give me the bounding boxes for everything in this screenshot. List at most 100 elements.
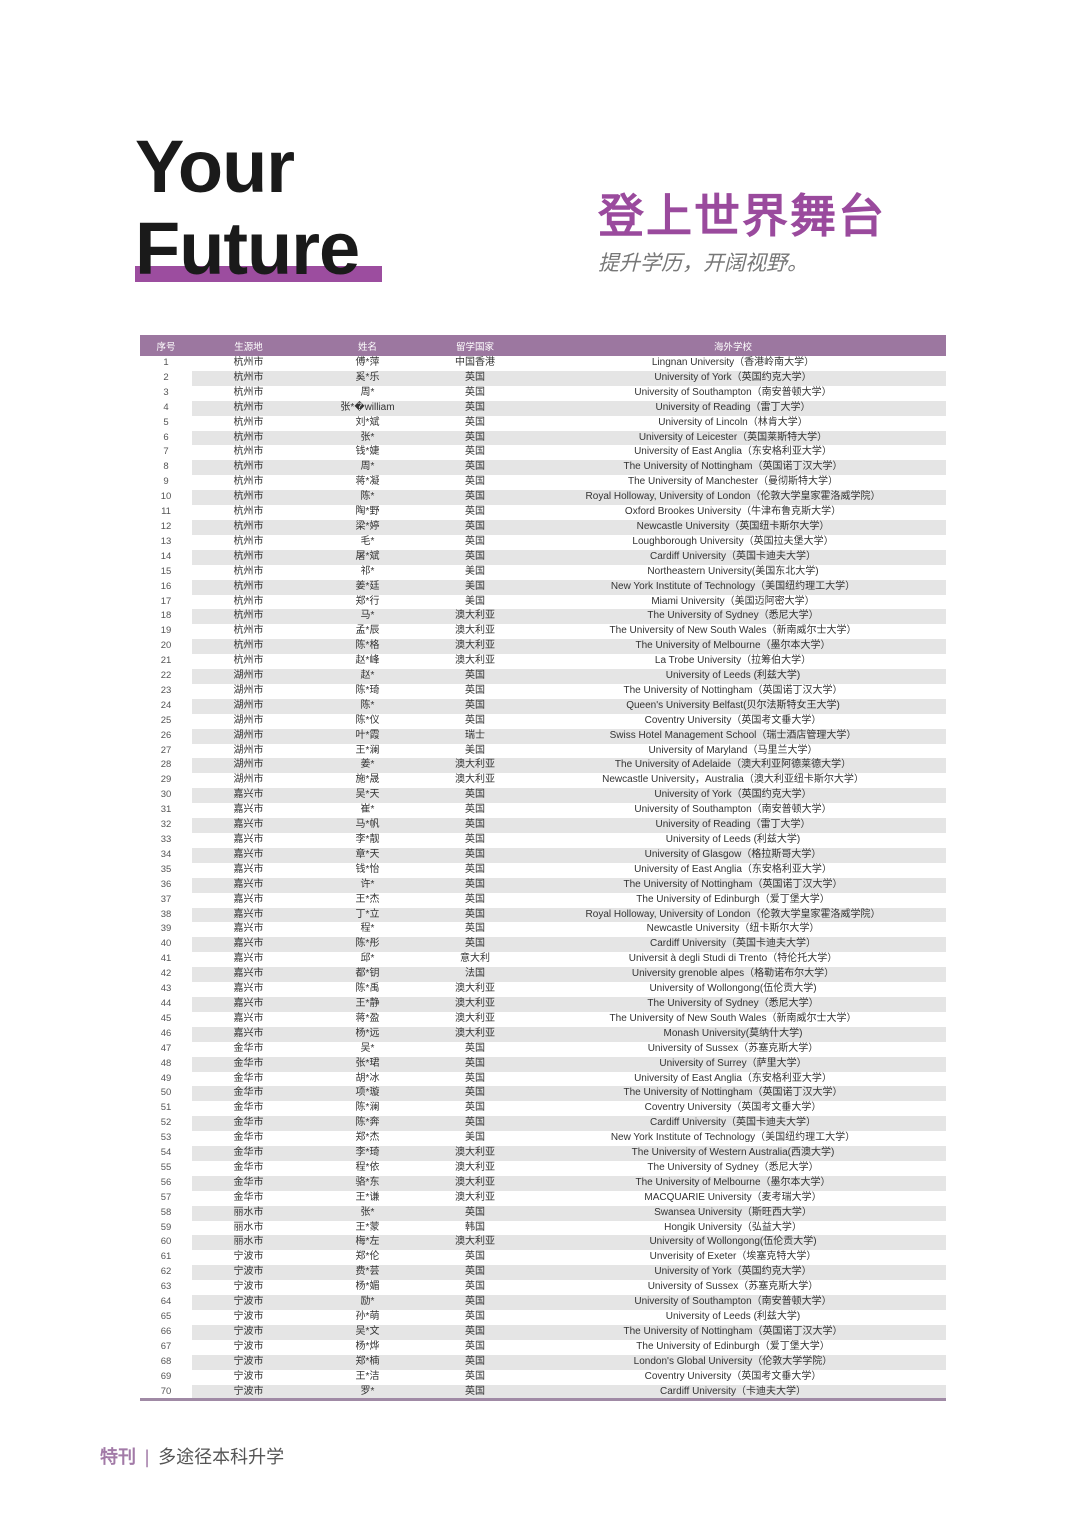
table-row: 46 嘉兴市 杨*远 澳大利亚 Monash University(莫纳什大学)	[140, 1026, 946, 1042]
table-header-row: 序号 生源地 姓名 留学国家 海外学校	[140, 335, 946, 356]
overseas-school: University grenoble alpes（格勒诺布尔大学）	[520, 967, 946, 983]
origin-city: 杭州市	[233, 476, 264, 488]
student-name: 郑*杰	[355, 1132, 380, 1144]
chinese-subtitle: 提升学历，开阔视野。	[598, 251, 808, 275]
overseas-school: Coventry University（英国考文垂大学）	[644, 1102, 822, 1114]
origin-city: 杭州市	[192, 549, 305, 565]
table-row: 58 丽水市 张* 英国 Swansea University（斯旺西大学）	[140, 1205, 946, 1221]
overseas-school: The University of Edinburgh（爱丁堡大学）	[636, 1340, 830, 1352]
overseas-school: Coventry University（英国考文垂大学）	[644, 714, 822, 726]
overseas-school: New York Institute of Technology（美国纽约理工大…	[520, 579, 946, 595]
table-row: 63 宁波市 杨*媚 英国 University of Sussex（苏塞克斯大学）	[140, 1280, 946, 1295]
overseas-school: University of Wollongong(伍伦贡大学)	[520, 1235, 946, 1251]
row-number: 49	[160, 1072, 172, 1084]
student-name: 都*钥	[305, 967, 430, 983]
study-country: 英国	[465, 1251, 485, 1263]
table-row: 4 杭州市 张*�william 英国 University of Reading（雷丁…	[140, 400, 946, 416]
student-name: 王*静	[305, 996, 430, 1012]
row-number: 28	[160, 759, 172, 771]
overseas-school: University of Surrey（萨里大学）	[520, 1056, 946, 1072]
origin-city: 嘉兴市	[233, 953, 264, 965]
overseas-school: University of Reading（雷丁大学）	[520, 818, 946, 833]
study-country: 英国	[465, 1311, 485, 1322]
origin-city: 金华市	[192, 1146, 305, 1161]
student-name: 陈*	[305, 698, 430, 714]
table-row: 22 湖州市 赵* 英国 University of Leeds (利兹大学)	[140, 669, 946, 684]
overseas-school: University of Reading（雷丁大学）	[520, 400, 946, 416]
study-country: 澳大利亚	[430, 758, 520, 774]
header-origin: 生源地	[192, 335, 305, 356]
admissions-table: 序号 生源地 姓名 留学国家 海外学校 1 杭州市 傅*萍 中国香港 Lingnan U…	[140, 335, 946, 1400]
row-number: 48	[160, 1057, 172, 1069]
student-name: 叶*霞	[305, 728, 430, 744]
origin-city: 金华市	[233, 1132, 264, 1144]
overseas-school: The University of Sydney（悉尼大学）	[520, 609, 946, 625]
origin-city: 杭州市	[192, 579, 305, 595]
study-country: 澳大利亚	[430, 1146, 520, 1161]
table-row: 20 杭州市 陈*格 澳大利亚 The University of Melbourne（…	[140, 639, 946, 655]
table-row: 59 丽水市 王*蒙 韩国 Hongik University（弘益大学）	[140, 1221, 946, 1236]
table-row: 61 宁波市 郑*伦 英国 Unverisity of Exeter（埃塞克特大学）	[140, 1250, 946, 1265]
student-name: 陈*澜	[355, 1102, 380, 1114]
origin-city: 嘉兴市	[192, 877, 305, 893]
study-country: 英国	[430, 1116, 520, 1132]
origin-city: 杭州市	[192, 609, 305, 625]
origin-city: 杭州市	[192, 430, 305, 446]
row-number: 2	[163, 371, 169, 383]
overseas-school: The University of Manchester（曼彻斯特大学）	[627, 476, 839, 488]
row-number: 10	[160, 491, 172, 503]
study-country: 英国	[465, 1102, 485, 1114]
row-number: 51	[160, 1102, 172, 1114]
study-country: 美国	[465, 565, 485, 577]
table-row: 56 金华市 骆*东 澳大利亚 The University of Melbourne（…	[140, 1175, 946, 1191]
row-number: 44	[160, 997, 172, 1009]
row-number: 65	[160, 1311, 172, 1322]
table-row: 29 湖州市 施*晟 澳大利亚 Newcastle University，Austral…	[140, 773, 946, 788]
origin-city: 杭州市	[233, 446, 264, 458]
study-country: 美国	[465, 744, 485, 756]
row-number: 42	[160, 968, 172, 980]
origin-city: 宁波市	[192, 1354, 305, 1370]
study-country: 澳大利亚	[430, 1235, 520, 1251]
footer: 特刊 | 多途径本科升学	[100, 1443, 284, 1469]
study-country: 英国	[430, 430, 520, 446]
overseas-school: Loughborough University（英国拉夫堡大学）	[632, 535, 834, 547]
overseas-school: Newcastle University（纽卡斯尔大学）	[646, 923, 820, 935]
row-number: 6	[163, 431, 169, 443]
chinese-title: 登上世界舞台	[598, 189, 886, 243]
row-number: 38	[160, 908, 172, 920]
row-number: 25	[160, 714, 172, 726]
row-number: 67	[160, 1340, 172, 1352]
overseas-school: University of Southampton（南安普顿大学）	[634, 804, 832, 816]
table-row: 6 杭州市 张* 英国 University of Leicester（英国莱斯特大学）	[140, 430, 946, 446]
study-country: 澳大利亚	[455, 655, 495, 667]
row-number: 1	[163, 357, 169, 368]
row-number: 63	[160, 1281, 172, 1293]
origin-city: 杭州市	[233, 357, 264, 368]
table-row: 53 金华市 郑*杰 美国 New York Institute of Technolo…	[140, 1131, 946, 1146]
origin-city: 丽水市	[233, 1221, 264, 1233]
origin-city: 嘉兴市	[192, 818, 305, 833]
row-number: 47	[160, 1042, 172, 1054]
overseas-school: MACQUARIE University（麦考瑞大学）	[644, 1191, 822, 1203]
student-name: 许*	[305, 877, 430, 893]
overseas-school: Miami University（美国迈阿密大学）	[651, 595, 815, 607]
student-name: 周*	[360, 386, 375, 398]
student-name: 陈*奔	[305, 1116, 430, 1132]
table-row: 16 杭州市 姜*廷 美国 New York Institute of Technolo…	[140, 579, 946, 595]
overseas-school: Royal Holloway, University of London（伦敦大…	[520, 490, 946, 506]
overseas-school: University of Maryland（马里兰大学）	[648, 744, 818, 756]
study-country: 意大利	[460, 953, 490, 965]
table-row: 32 嘉兴市 马*帆 英国 University of Reading（雷丁大学）	[140, 818, 946, 833]
table-row: 49 金华市 胡*冰 英国 University of East Anglia（东安格利…	[140, 1072, 946, 1087]
row-number: 56	[160, 1176, 172, 1188]
footer-tag: 特刊	[100, 1447, 136, 1468]
overseas-school: Hongik University（弘益大学）	[664, 1221, 802, 1233]
origin-city: 丽水市	[192, 1205, 305, 1221]
table-row: 45 嘉兴市 蒋*盈 澳大利亚 The University of New South …	[140, 1012, 946, 1027]
student-name: 郑*行	[355, 595, 380, 607]
overseas-school: Universit à degli Studi di Trento（特伦托大学）	[628, 953, 838, 965]
origin-city: 杭州市	[233, 506, 264, 518]
row-number: 69	[160, 1370, 172, 1382]
origin-city: 湖州市	[233, 714, 264, 726]
